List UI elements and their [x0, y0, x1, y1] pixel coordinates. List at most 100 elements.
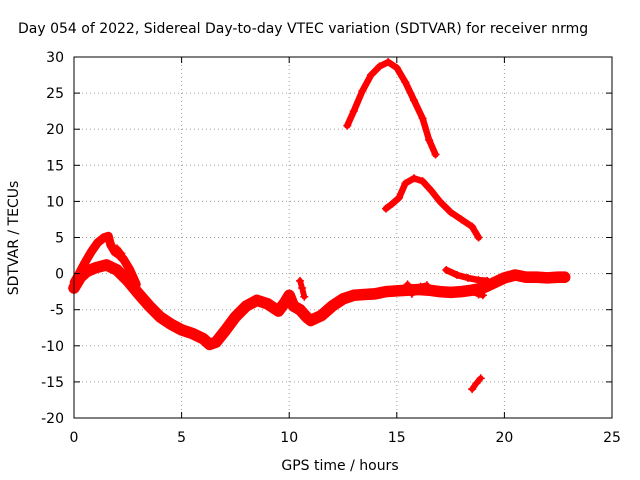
data-point [500, 273, 509, 282]
data-point [410, 285, 419, 294]
series-arc-mid [382, 175, 482, 241]
data-point [328, 302, 337, 311]
data-point [113, 244, 122, 253]
data-point [177, 325, 186, 334]
ticks: 0 5 10 15 20 25 -20 -15 -10 -5 0 5 10 15 20 25 30 [41, 50, 621, 446]
data-point [446, 288, 455, 297]
data-point [410, 96, 419, 105]
data-series [68, 58, 571, 394]
data-point [468, 222, 477, 231]
x-tick-label: 0 [70, 430, 79, 446]
data-point [422, 281, 431, 290]
data-point [474, 276, 483, 285]
y-tick-label: -5 [50, 303, 64, 319]
data-point [474, 233, 483, 242]
data-point [410, 174, 419, 183]
data-point [483, 276, 492, 285]
data-point [465, 286, 474, 295]
data-point [425, 136, 434, 145]
data-point [102, 260, 111, 269]
data-point [543, 273, 552, 282]
y-tick-label: -20 [41, 411, 64, 427]
data-point [104, 232, 113, 241]
data-point [343, 121, 352, 130]
data-point [560, 273, 569, 282]
data-point [205, 340, 214, 349]
data-point [431, 150, 440, 159]
data-point [453, 271, 462, 280]
chart-title: Day 054 of 2022, Sidereal Day-to-day VTE… [18, 21, 588, 37]
data-point [435, 287, 444, 296]
data-point [220, 327, 229, 336]
data-point [446, 208, 455, 217]
data-point [418, 114, 427, 123]
data-point [87, 247, 96, 256]
data-point [93, 238, 102, 247]
data-point [371, 289, 380, 298]
data-point [302, 312, 311, 321]
data-point [521, 273, 530, 282]
data-point [463, 273, 472, 282]
series-late-upper-segment [443, 266, 491, 285]
y-tick-label: -15 [41, 375, 64, 391]
x-axis-label: GPS time / hours [281, 458, 398, 474]
data-point [252, 296, 261, 305]
data-point [117, 249, 126, 258]
y-axis-label: SDTVAR / TECUs [6, 181, 22, 296]
series-arc-high [344, 58, 439, 158]
data-point [295, 305, 304, 314]
data-point [339, 294, 347, 303]
data-point [349, 291, 358, 300]
series-main-band [68, 259, 571, 351]
y-tick-label: 20 [46, 122, 64, 138]
data-point [532, 273, 541, 282]
data-point [478, 291, 487, 300]
y-tick-label: -10 [41, 339, 64, 355]
data-point [358, 86, 367, 95]
data-point [489, 278, 498, 287]
data-point [403, 280, 412, 289]
x-tick-label: 15 [388, 430, 406, 446]
data-point [106, 240, 115, 249]
data-point [188, 329, 197, 338]
y-tick-label: 15 [46, 158, 64, 174]
data-point [274, 307, 283, 316]
data-point [306, 316, 315, 325]
data-point [317, 311, 326, 320]
data-point [132, 280, 141, 289]
x-tick-label: 10 [280, 430, 298, 446]
data-point [416, 282, 425, 291]
grid [74, 57, 612, 418]
data-point [212, 338, 221, 347]
data-point [298, 284, 307, 293]
data-point [263, 299, 272, 308]
data-point [285, 291, 294, 300]
data-point [242, 302, 251, 311]
data-point [401, 179, 410, 188]
data-point [100, 233, 109, 242]
data-point [366, 71, 375, 80]
data-point [468, 385, 477, 394]
data-point [476, 374, 485, 383]
data-point [360, 290, 369, 299]
data-point [91, 263, 100, 272]
data-point [478, 284, 487, 293]
data-point [145, 302, 154, 311]
data-point [199, 334, 208, 343]
data-point [442, 265, 451, 274]
data-point [382, 204, 391, 213]
data-point [392, 63, 401, 72]
data-point [418, 177, 427, 186]
data-point [388, 199, 397, 208]
data-point [457, 215, 466, 224]
y-tick-label: 25 [46, 86, 64, 102]
y-tick-label: 5 [55, 231, 64, 247]
data-point [349, 107, 358, 116]
data-point [113, 265, 122, 274]
data-point [80, 258, 89, 267]
data-point [134, 289, 143, 298]
data-point [166, 320, 175, 329]
data-point [457, 287, 466, 296]
data-point [382, 287, 391, 296]
data-point [125, 265, 134, 274]
